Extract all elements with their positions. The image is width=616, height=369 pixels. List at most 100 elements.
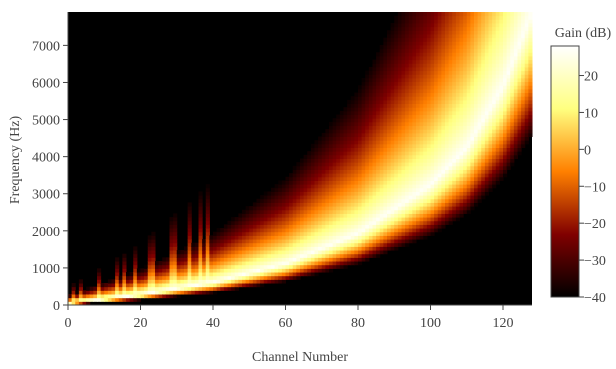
heatmap-cell [205,239,210,244]
heatmap-cell [350,246,355,251]
heatmap-cell [339,187,345,192]
heatmap-cell [423,169,428,174]
heatmap-cell [452,22,457,28]
heatmap-cell [492,121,497,127]
heatmap-cell [252,202,258,207]
heatmap-cell [466,176,471,181]
heatmap-cell [176,268,181,273]
heatmap-cell [227,228,232,233]
heatmap-cell [394,70,399,75]
heatmap-cell [234,250,239,255]
heatmap-cell [129,279,134,284]
heatmap-cell [339,151,345,156]
heatmap-cell [452,44,457,50]
heatmap-cell [281,217,287,222]
heatmap-cell [448,92,453,97]
heatmap-cell [292,257,297,262]
heatmap-cell [71,290,76,295]
heatmap-cell [405,41,410,46]
heatmap-cell [397,85,403,90]
heatmap-cell [459,96,464,101]
heatmap-cell [383,213,388,218]
heatmap-cell [147,257,152,262]
heatmap-cell [314,220,319,225]
heatmap-cell [383,52,388,57]
heatmap-cell [336,140,341,145]
heatmap-cell [463,77,468,83]
heatmap-cell [368,140,374,145]
heatmap-cell [285,209,290,214]
heatmap-cell [466,151,471,156]
heatmap-cell [372,118,377,123]
heatmap-cell [459,165,464,170]
heatmap-cell [358,110,363,116]
heatmap-cell [336,184,341,189]
heatmap-cell [111,286,116,291]
heatmap-cell [434,22,439,28]
heatmap-cell [474,92,479,97]
heatmap-cell [426,220,432,225]
heatmap-cell [325,217,330,222]
heatmap-cell [194,272,200,277]
heatmap-cell [332,151,337,156]
heatmap-cell [524,30,529,35]
heatmap-cell [481,85,486,90]
heatmap-cell [358,198,363,203]
heatmap-cell [325,253,330,258]
heatmap-cell [445,81,450,86]
heatmap-cell [281,195,287,200]
heatmap-cell [242,209,247,214]
heatmap-cell [510,125,515,130]
heatmap-cell [379,158,384,163]
heatmap-cell [437,26,442,31]
heatmap-cell [397,59,403,64]
heatmap-cell [419,107,424,112]
heatmap-cell [441,206,446,211]
heatmap-cell [136,297,142,302]
heatmap-cell [390,231,395,236]
heatmap-cell [463,74,468,79]
heatmap-cell [147,286,152,291]
heatmap-cell [419,198,424,203]
heatmap-cell [379,220,384,225]
heatmap-cell [151,268,156,273]
heatmap-cell [387,140,392,145]
heatmap-cell [459,55,464,61]
heatmap-cell [122,253,127,258]
heatmap-cell [470,125,475,130]
heatmap-cell [238,257,243,262]
heatmap-cell [484,162,490,167]
heatmap-cell [397,147,403,152]
heatmap-cell [499,121,504,127]
heatmap-cell [445,213,450,218]
heatmap-cell [133,268,138,273]
heatmap-cell [267,209,272,214]
heatmap-cell [238,217,243,222]
heatmap-cell [390,44,395,50]
heatmap-cell [477,66,482,72]
heatmap-cell [397,176,403,181]
heatmap-cell [503,70,508,75]
heatmap-cell [405,59,410,64]
heatmap-cell [325,250,330,255]
heatmap-cell [441,41,446,46]
heatmap-cell [223,224,229,229]
heatmap-cell [477,118,482,123]
heatmap-cell [191,268,196,273]
heatmap-cell [267,220,272,225]
heatmap-cell [321,253,326,258]
heatmap-cell [445,15,450,20]
heatmap-cell [463,184,468,189]
heatmap-cell [118,297,123,302]
heatmap-cell [492,154,497,159]
heatmap-cell [405,88,410,94]
heatmap-cell [528,74,533,79]
heatmap-cell [289,261,294,266]
heatmap-cell [484,52,490,57]
heatmap-cell [122,294,127,299]
heatmap-cell [321,235,326,240]
heatmap-cell [339,224,345,229]
heatmap-cell [147,246,152,251]
heatmap-cell [426,19,432,24]
heatmap-cell [365,140,370,145]
